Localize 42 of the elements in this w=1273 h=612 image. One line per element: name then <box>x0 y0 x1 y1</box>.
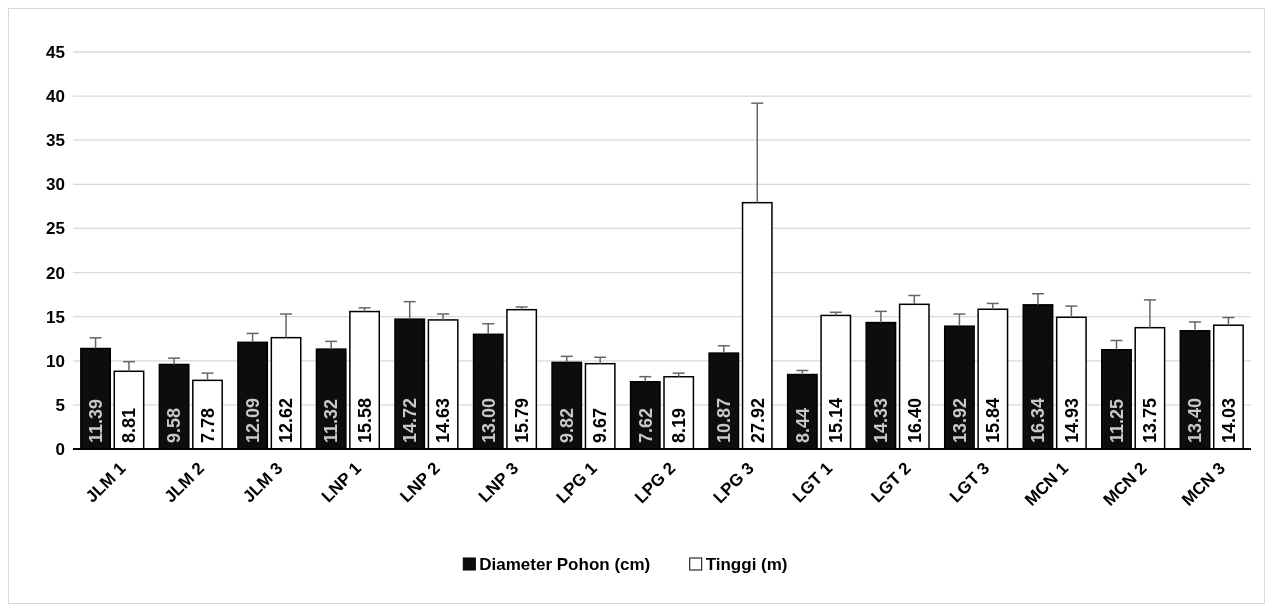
data-label: 14.72 <box>399 397 420 443</box>
y-tick-label: 45 <box>46 42 65 62</box>
data-label: 14.63 <box>433 397 454 443</box>
legend-label: Tinggi (m) <box>705 554 788 574</box>
data-label: 13.40 <box>1185 397 1206 443</box>
y-tick-label: 35 <box>46 131 65 151</box>
y-tick-label: 30 <box>46 175 65 195</box>
data-label: 8.44 <box>792 407 813 443</box>
y-tick-label: 40 <box>46 87 65 107</box>
legend-label: Diameter Pohon (cm) <box>479 554 651 574</box>
data-label: 14.93 <box>1061 397 1082 443</box>
data-label: 16.34 <box>1028 397 1049 443</box>
data-label: 11.25 <box>1106 398 1127 443</box>
data-label: 7.78 <box>197 407 218 443</box>
y-tick-label: 5 <box>55 395 65 415</box>
data-label: 12.62 <box>276 397 297 443</box>
y-tick-label: 20 <box>46 263 65 283</box>
y-tick-label: 25 <box>46 219 65 239</box>
data-label: 13.75 <box>1140 397 1161 443</box>
data-label: 13.00 <box>478 397 499 443</box>
data-label: 14.33 <box>871 397 892 443</box>
data-label: 15.58 <box>354 397 375 443</box>
data-label: 9.67 <box>590 407 611 443</box>
data-label: 8.81 <box>119 407 140 443</box>
y-tick-label: 10 <box>46 351 65 371</box>
y-tick-label: 15 <box>46 307 65 327</box>
data-label: 15.79 <box>511 397 532 443</box>
data-label: 12.09 <box>242 397 263 443</box>
data-label: 14.03 <box>1218 397 1239 443</box>
data-label: 11.39 <box>85 398 106 443</box>
y-tick-label: 0 <box>55 439 65 459</box>
data-label: 16.40 <box>904 397 925 443</box>
data-label: 9.58 <box>164 407 185 443</box>
data-label: 10.87 <box>714 397 735 443</box>
data-label: 9.82 <box>557 407 578 443</box>
data-label: 8.19 <box>669 407 690 443</box>
data-label: 7.62 <box>635 407 656 443</box>
data-label: 13.92 <box>949 397 970 443</box>
data-label: 11.32 <box>321 398 342 443</box>
data-label: 15.84 <box>983 397 1004 443</box>
data-label: 27.92 <box>747 397 768 443</box>
data-label: 15.14 <box>826 397 847 443</box>
